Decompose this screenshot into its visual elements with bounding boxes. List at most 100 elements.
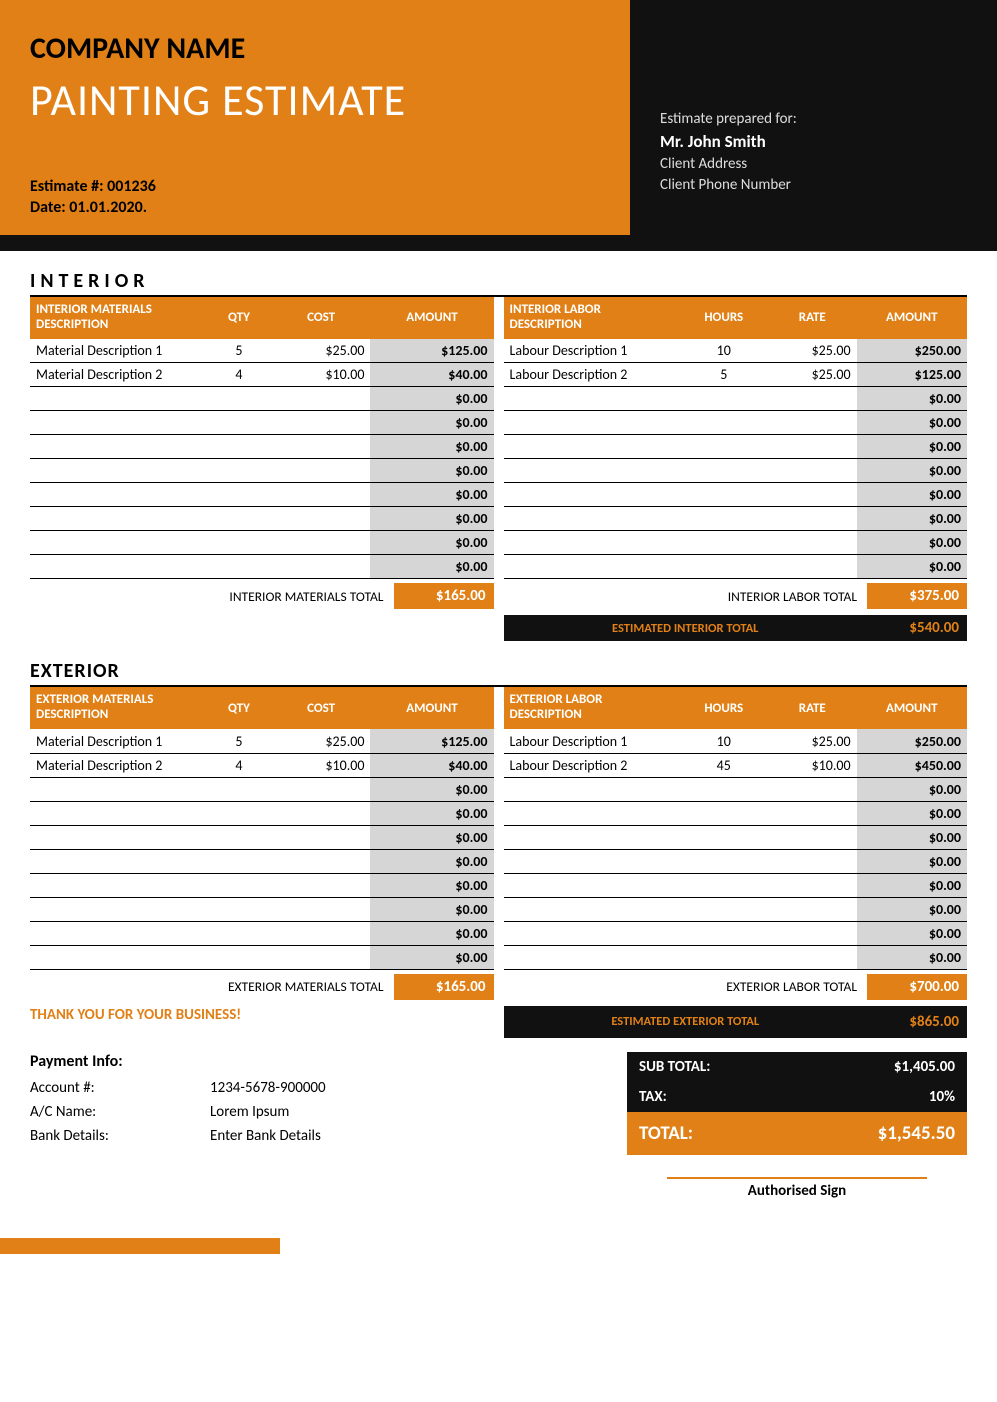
cell-amount: $125.00 [857, 363, 967, 387]
cell-qty [206, 459, 272, 483]
cell-qty [206, 507, 272, 531]
table-row: Material Description 15$25.00$125.00 [30, 729, 494, 753]
table-row: $0.00 [504, 507, 968, 531]
cell-amount: $0.00 [857, 801, 967, 825]
table-row: $0.00 [504, 411, 968, 435]
cell-desc: Material Description 1 [30, 339, 206, 363]
table-row: $0.00 [30, 483, 494, 507]
cell-hours [680, 873, 768, 897]
cell-rate [768, 459, 857, 483]
tax-row: TAX: 10% [627, 1082, 967, 1112]
cell-amount: $0.00 [857, 873, 967, 897]
total-value: $1,545.50 [792, 1112, 967, 1155]
cell-desc [504, 459, 680, 483]
col-desc: INTERIOR MATERIALS DESCRIPTION [30, 297, 206, 339]
interior-materials-total: INTERIOR MATERIALS TOTAL $165.00 [30, 583, 494, 609]
cell-amount: $250.00 [857, 339, 967, 363]
table-row: $0.00 [504, 555, 968, 579]
cell-cost [272, 387, 371, 411]
cell-rate [768, 801, 857, 825]
total-row: TOTAL: $1,545.50 [627, 1112, 967, 1155]
cell-desc [30, 801, 206, 825]
payment-row: A/C Name:Lorem Ipsum [30, 1103, 597, 1121]
table-row: $0.00 [504, 849, 968, 873]
col-hours: HOURS [680, 687, 768, 729]
interior-materials-table: INTERIOR MATERIALS DESCRIPTION QTY COST … [30, 297, 494, 579]
payment-row: Bank Details:Enter Bank Details [30, 1127, 597, 1145]
cell-hours [680, 507, 768, 531]
cell-cost [272, 897, 371, 921]
cell-amount: $0.00 [857, 531, 967, 555]
cell-cost [272, 825, 371, 849]
subtotal-label: SUB TOTAL: [627, 1052, 792, 1082]
cell-amount: $0.00 [857, 459, 967, 483]
col-desc: INTERIOR LABOR DESCRIPTION [504, 297, 680, 339]
table-row: $0.00 [504, 873, 968, 897]
cell-amount: $0.00 [370, 459, 493, 483]
cell-amount: $0.00 [370, 507, 493, 531]
summary-table: SUB TOTAL: $1,405.00 TAX: 10% TOTAL: $1,… [627, 1052, 967, 1155]
exterior-labor-total: EXTERIOR LABOR TOTAL $700.00 [504, 974, 968, 1000]
cell-amount: $0.00 [370, 897, 493, 921]
cell-amount: $0.00 [857, 945, 967, 969]
est-total-amount: $540.00 [867, 615, 967, 641]
cell-desc [504, 873, 680, 897]
cell-rate [768, 435, 857, 459]
cell-amount: $125.00 [370, 729, 493, 753]
cell-desc [504, 387, 680, 411]
cell-cost: $25.00 [272, 729, 371, 753]
table-row: $0.00 [30, 897, 494, 921]
cell-cost [272, 777, 371, 801]
cell-desc: Labour Description 2 [504, 363, 680, 387]
cell-cost [272, 945, 371, 969]
cell-desc [504, 411, 680, 435]
cell-cost [272, 555, 371, 579]
interior-title: INTERIOR [30, 269, 967, 297]
cell-qty [206, 825, 272, 849]
cell-desc [504, 945, 680, 969]
cell-amount: $0.00 [857, 825, 967, 849]
cell-qty: 5 [206, 729, 272, 753]
cell-rate [768, 825, 857, 849]
table-row: $0.00 [504, 387, 968, 411]
cell-desc [504, 825, 680, 849]
cell-hours [680, 387, 768, 411]
table-row: $0.00 [30, 459, 494, 483]
cell-rate [768, 387, 857, 411]
cell-qty [206, 387, 272, 411]
col-hours: HOURS [680, 297, 768, 339]
cell-desc [30, 897, 206, 921]
cell-hours [680, 555, 768, 579]
cell-hours [680, 435, 768, 459]
table-row: $0.00 [30, 531, 494, 555]
cell-desc [504, 897, 680, 921]
col-desc: EXTERIOR MATERIALS DESCRIPTION [30, 687, 206, 729]
cell-rate [768, 897, 857, 921]
col-cost: COST [272, 687, 371, 729]
table-row: Labour Description 110$25.00$250.00 [504, 339, 968, 363]
cell-desc [30, 849, 206, 873]
cell-amount: $0.00 [370, 435, 493, 459]
table-row: $0.00 [30, 921, 494, 945]
cell-amount: $0.00 [370, 801, 493, 825]
payment-row: Account #:1234-5678-900000 [30, 1079, 597, 1097]
header-left: COMPANY NAME PAINTING ESTIMATE Estimate … [0, 0, 630, 235]
cell-cost [272, 801, 371, 825]
cell-amount: $125.00 [370, 339, 493, 363]
col-amount: AMOUNT [857, 297, 967, 339]
cell-amount: $0.00 [370, 411, 493, 435]
cell-hours: 10 [680, 339, 768, 363]
cell-amount: $0.00 [370, 387, 493, 411]
cell-desc: Material Description 2 [30, 363, 206, 387]
table-row: $0.00 [30, 849, 494, 873]
cell-rate: $25.00 [768, 729, 857, 753]
cell-amount: $0.00 [370, 531, 493, 555]
cell-qty [206, 531, 272, 555]
payment-value: Lorem Ipsum [210, 1103, 289, 1121]
cell-amount: $250.00 [857, 729, 967, 753]
table-row: $0.00 [504, 801, 968, 825]
cell-desc [504, 777, 680, 801]
cell-rate [768, 873, 857, 897]
client-phone: Client Phone Number [660, 176, 967, 194]
exterior-labor-table: EXTERIOR LABOR DESCRIPTION HOURS RATE AM… [504, 687, 968, 969]
